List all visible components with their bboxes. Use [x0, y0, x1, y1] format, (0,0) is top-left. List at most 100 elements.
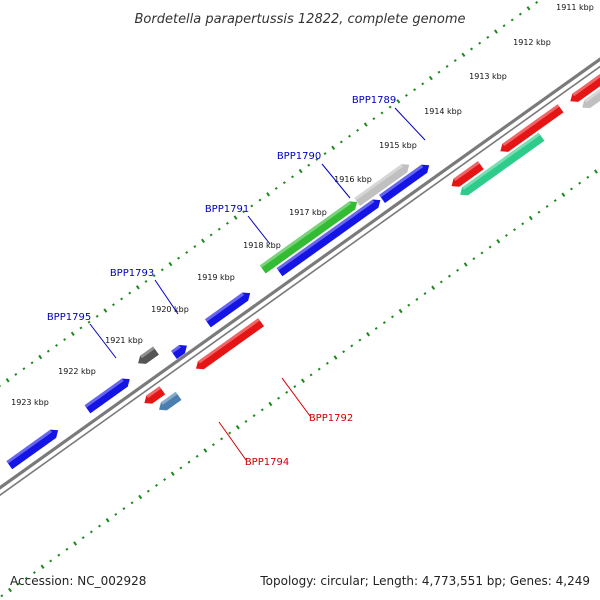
ring-tick-dot — [570, 187, 573, 191]
ring-tick-dot — [0, 594, 4, 598]
backbone-line — [0, 65, 600, 497]
ring-tick-dot — [225, 221, 229, 225]
ring-tick-dot — [561, 192, 566, 197]
ring-tick-dot — [260, 408, 264, 412]
gene-arrow-highlight — [197, 318, 260, 364]
ring-tick-dot — [488, 245, 492, 249]
gene-label: BPP1794 — [245, 457, 289, 468]
ring-tick-dot — [478, 41, 482, 45]
ring-tick-dot — [510, 18, 514, 22]
ring-tick-dot — [307, 163, 311, 167]
ring-tick-dot — [447, 274, 451, 278]
ring-tick-dot — [358, 338, 362, 342]
ring-tick-dot — [152, 274, 156, 278]
gene-arrow-highlight — [140, 346, 155, 359]
kbp-tick-label: 1914 kbp — [424, 107, 462, 116]
ring-tick-dot — [111, 303, 115, 307]
ring-tick-dot — [526, 6, 531, 11]
gene-arrow — [354, 164, 410, 207]
gene-label: BPP1790 — [277, 151, 321, 162]
gene-arrow-highlight — [259, 201, 352, 268]
gene-arrow-body — [196, 318, 265, 370]
ring-tick-dot — [242, 210, 246, 214]
ring-tick-dot — [57, 553, 61, 557]
ring-tick-dot — [339, 140, 343, 144]
ring-tick-dot — [323, 152, 327, 156]
ring-tick-dot — [16, 582, 20, 586]
ring-tick-dot — [81, 536, 85, 540]
gene-arrow-body — [171, 345, 187, 360]
ring-tick-dot — [472, 257, 476, 261]
ring-tick-dot — [421, 82, 425, 86]
ring-tick-dot — [428, 75, 433, 81]
kbp-tick-label: 1921 kbp — [105, 336, 143, 345]
ring-tick-dot — [374, 326, 378, 330]
ring-tick-dot — [46, 349, 50, 353]
gene-arrow-highlight — [6, 429, 53, 464]
ring-tick-dot — [382, 321, 386, 325]
gene-label-leader — [154, 279, 179, 315]
ring-tick-dot — [504, 234, 508, 237]
ring-tick-dot — [431, 285, 436, 290]
ring-tick-dot — [293, 385, 297, 389]
gene-label-leader — [247, 215, 271, 245]
ring-tick-dot — [437, 70, 441, 74]
gene-arrow-highlight — [84, 378, 124, 408]
gene-arrow-highlight — [453, 161, 480, 182]
ring-tick-dot — [252, 414, 256, 418]
ring-tick-dot — [130, 501, 134, 505]
kbp-tick-label: 1917 kbp — [289, 208, 327, 217]
ring-tick-dot — [521, 222, 525, 226]
gene-arrow-highlight — [354, 164, 404, 201]
gene-labels: BPP1789 BPP1790 BPP1791 BPP1793 BPP1795 BPP17… — [47, 95, 426, 468]
ring-tick-dot — [537, 210, 541, 214]
ring-tick-dot — [456, 268, 460, 272]
ring-tick-dot — [372, 117, 376, 121]
ring-tick-dot — [217, 227, 221, 231]
ring-tick-dot — [266, 192, 271, 197]
ring-tick-dot — [128, 291, 132, 295]
gene-arrow-body — [159, 391, 182, 411]
ring-tick-dot — [298, 168, 303, 174]
gene-arrow — [460, 132, 545, 196]
ring-tick-dot — [32, 571, 36, 575]
ring-tick-dot — [73, 541, 78, 546]
ring-tick-dot — [195, 454, 199, 458]
ring-tick-dot — [250, 204, 254, 208]
gene-arrow — [570, 73, 600, 102]
ring-tick-dot — [535, 1, 539, 4]
kbp-tick-label: 1919 kbp — [197, 273, 235, 282]
gene-arrow-body — [84, 378, 130, 414]
kbp-tick-label: 1923 kbp — [11, 398, 49, 407]
ring-tick-dot — [388, 105, 392, 109]
gene-arrow — [379, 164, 430, 204]
gene-label-leader — [89, 323, 117, 359]
ring-tick-dot — [545, 204, 549, 208]
ring-tick-dot — [120, 297, 124, 301]
ring-tick-dot — [168, 261, 173, 267]
ring-tick-dot — [135, 285, 140, 290]
ring-tick-dot — [317, 367, 321, 371]
kbp-tick-labels: 1911 kbp 1912 kbp 1913 kbp 1914 kbp 1915 kbp… — [11, 3, 594, 407]
ring-tick-dot — [98, 524, 101, 528]
ring-tick-dot — [404, 94, 408, 97]
ring-tick-dot — [24, 576, 28, 580]
ring-tick-dot — [342, 350, 346, 354]
gene-arrow — [171, 345, 187, 360]
ring-tick-dot — [87, 320, 91, 324]
kbp-tick-label: 1920 kbp — [151, 305, 189, 314]
ring-tick-dot — [496, 239, 501, 244]
gene-label: BPP1795 — [47, 312, 91, 323]
ring-tick-dot — [390, 315, 394, 319]
ring-tick-dot — [22, 367, 26, 371]
gene-arrow-highlight — [379, 164, 424, 198]
ring-tick-dot — [300, 378, 305, 383]
ring-tick-dot — [211, 443, 215, 447]
ring-tick-dot — [413, 88, 417, 92]
ring-tick-dot — [486, 35, 490, 39]
ring-tick-dot — [49, 559, 53, 563]
ring-tick-dot — [203, 448, 208, 453]
ring-tick-dot — [95, 314, 99, 318]
ring-tick-dot — [228, 431, 232, 435]
ring-tick-dot — [179, 466, 183, 470]
